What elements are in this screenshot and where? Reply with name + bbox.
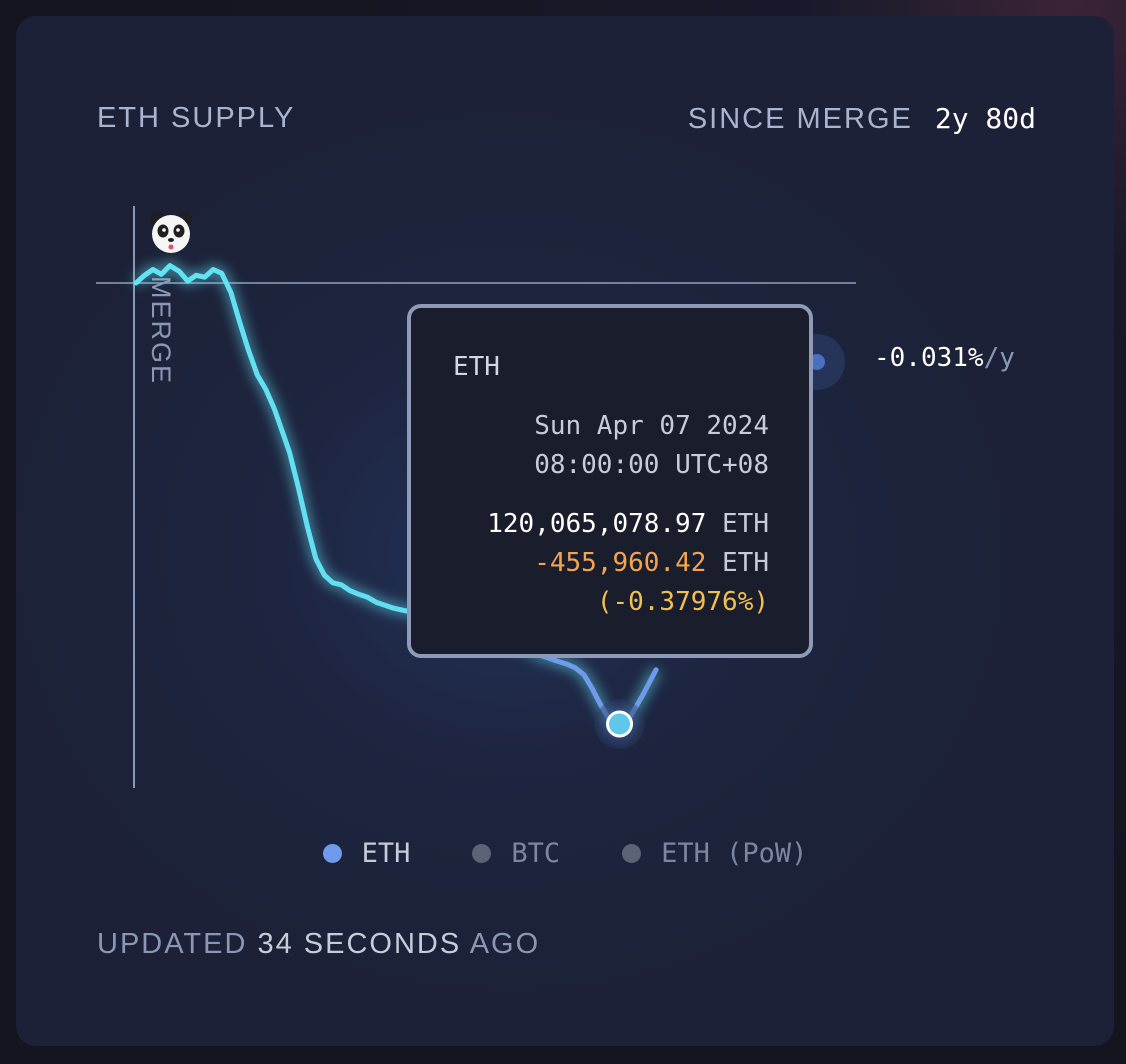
eth-series-line[interactable] [133,263,659,727]
panda-face-icon [150,212,192,253]
rate-endpoint-dot [809,354,825,370]
tooltip-date: Sun Apr 07 2024 [534,411,769,441]
rate-unit: /y [983,343,1015,373]
legend-dot-btc [472,844,492,863]
tooltip-time: 08:00:00 UTC+08 [534,450,769,480]
updated-prefix: UPDATED [97,928,248,960]
legend-dot-eth [322,844,342,863]
legend-label-btc: BTC [511,838,561,869]
tooltip-percent: (-0.37976%) [596,587,769,617]
chart-tooltip: ETH Sun Apr 07 2024 08:00:00 UTC+08 120,… [407,304,813,658]
since-merge-label: SINCE MERGE [687,103,913,135]
since-merge-value[interactable]: 2y 80d [934,102,1036,135]
updated-suffix: AGO [469,928,541,960]
tooltip-supply: 120,065,078.97 ETH [487,509,769,539]
rate-value: -0.031% [874,343,984,373]
eth-supply-card: ETH SUPPLY SINCE MERGE 2y 80d MERGE [16,16,1114,1046]
eth-series-layer [132,260,661,749]
updated-value: 34 SECONDS [257,928,462,960]
tooltip-delta-value: -455,960.42 [534,548,707,578]
chart-legend: ETH BTC ETH (PoW) [16,838,1114,869]
since-merge-header: SINCE MERGE 2y 80d [688,102,1036,136]
tooltip-delta-unit: ETH [722,548,769,578]
tooltip-delta: -455,960.42 ETH [534,548,769,578]
tooltip-title: ETH [453,352,500,382]
tooltip-supply-value: 120,065,078.97 [487,509,707,539]
legend-dot-eth-pow [622,844,642,863]
legend-label-eth-pow: ETH (PoW) [661,838,808,869]
supply-chart[interactable]: MERGE [16,16,1114,1046]
annualized-rate: -0.031%/y [874,343,1015,373]
card-title: ETH SUPPLY [97,102,296,134]
merge-annotation: MERGE [146,276,176,385]
legend-item-eth-pow[interactable]: ETH (PoW) [622,838,807,869]
legend-item-btc[interactable]: BTC [472,838,560,869]
updated-status: UPDATED 34 SECONDS AGO [97,928,540,961]
tooltip-supply-unit: ETH [722,509,769,539]
legend-label-eth: ETH [361,838,411,869]
hover-point[interactable] [606,710,634,738]
legend-item-eth[interactable]: ETH [322,838,411,869]
